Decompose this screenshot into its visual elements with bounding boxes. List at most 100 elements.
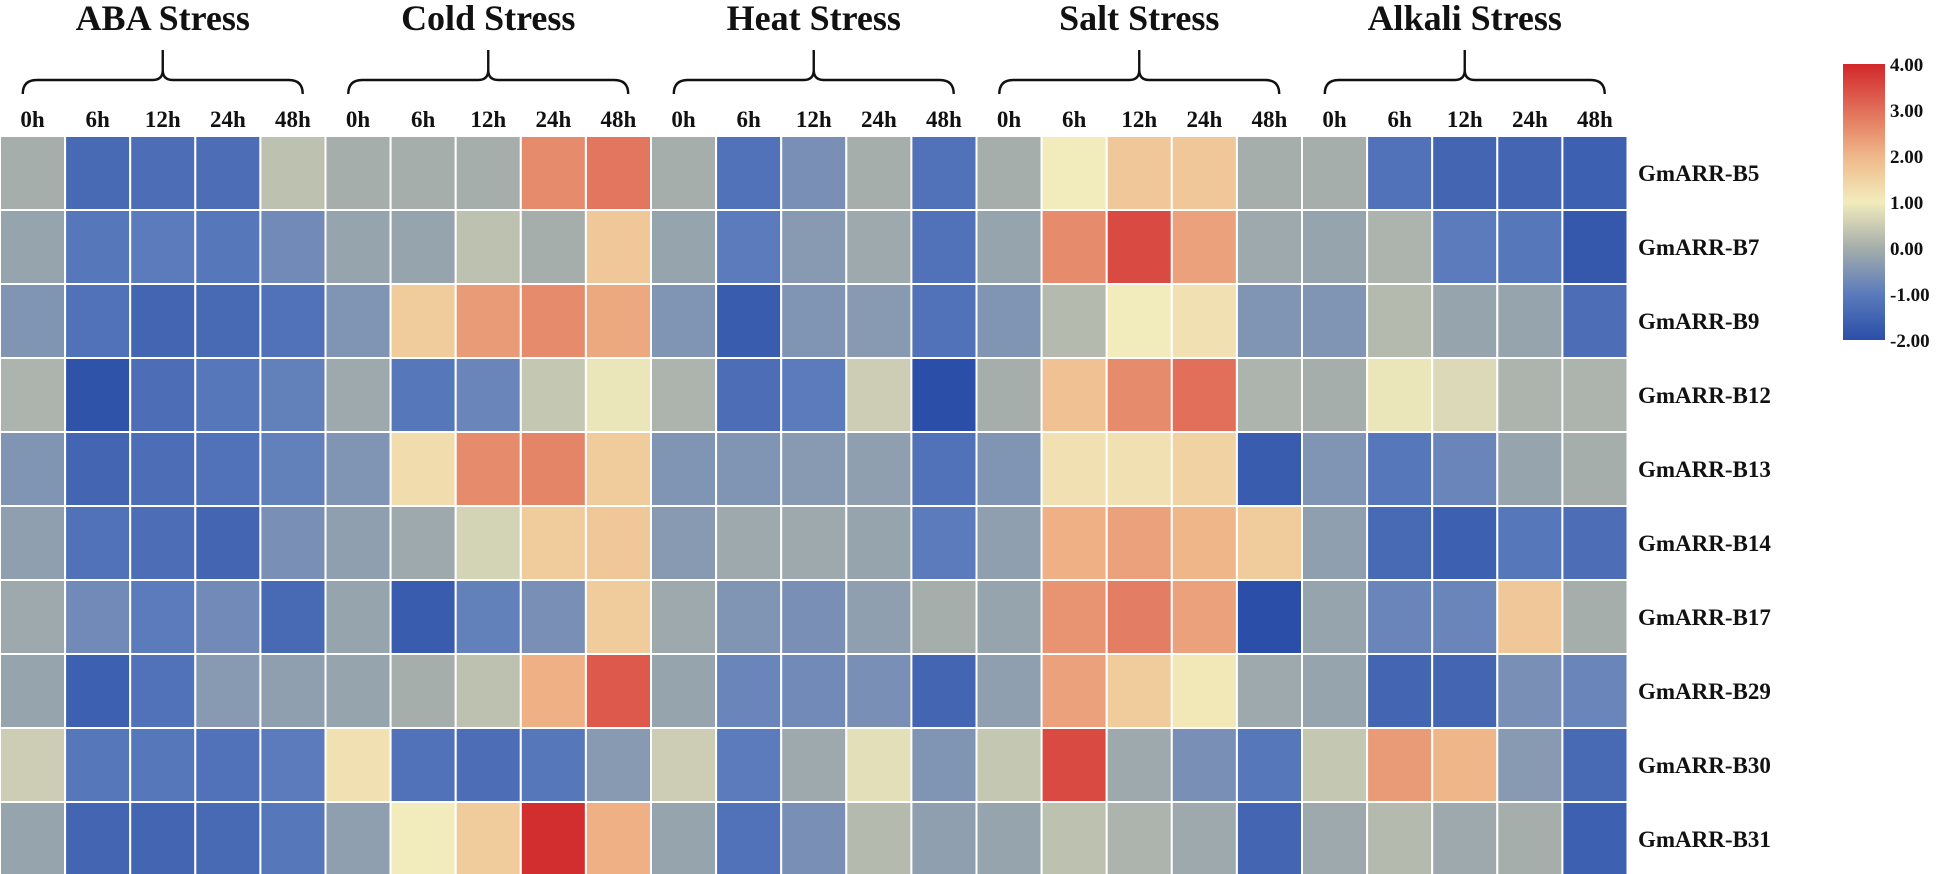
heatmap-cell xyxy=(975,431,1043,507)
group-title: Cold Stress xyxy=(401,0,575,38)
heatmap-cell xyxy=(129,653,197,729)
heatmap-cell xyxy=(194,135,262,211)
heatmap-cell xyxy=(1496,579,1564,655)
heatmap-cell xyxy=(1561,653,1629,729)
legend-ticks: 4.00 3.00 2.00 1.00 0.00 -1.00 -2.00 xyxy=(1890,55,1930,352)
heatmap-cell xyxy=(1170,727,1238,803)
heatmap-cell xyxy=(1235,431,1304,507)
heatmap-cell xyxy=(975,283,1043,359)
heatmap-cells xyxy=(0,135,1629,874)
heatmap-cell xyxy=(259,357,327,433)
heatmap-cell xyxy=(1170,357,1238,433)
heatmap-cell xyxy=(1301,283,1369,359)
group-bracket xyxy=(1323,50,1606,95)
heatmap-cell xyxy=(975,653,1043,729)
heatmap-cell xyxy=(519,505,587,581)
heatmap-cell xyxy=(129,135,197,211)
heatmap-cell xyxy=(389,431,457,507)
heatmap-cell xyxy=(845,727,913,803)
heatmap-cell xyxy=(324,135,392,211)
heatmap-cell xyxy=(1040,283,1108,359)
heatmap-cell xyxy=(0,801,67,874)
group-title: Alkali Stress xyxy=(1368,0,1562,38)
heatmap-cell xyxy=(1366,357,1434,433)
heatmap-cell xyxy=(1431,283,1499,359)
heatmap-cell xyxy=(194,653,262,729)
heatmap-cell xyxy=(194,801,262,874)
heatmap-cell xyxy=(650,653,718,729)
heatmap-cell xyxy=(715,135,783,211)
time-label: 12h xyxy=(796,107,832,132)
heatmap-cell xyxy=(1366,579,1434,655)
time-label: 48h xyxy=(1577,107,1613,132)
heatmap-cell xyxy=(650,579,718,655)
legend-tick-label: -2.00 xyxy=(1890,331,1930,352)
heatmap-cell xyxy=(1366,431,1434,507)
heatmap-cell xyxy=(975,801,1043,874)
heatmap-cell xyxy=(1301,209,1369,285)
heatmap-cell xyxy=(259,283,327,359)
heatmap-cell xyxy=(129,801,197,874)
group-brackets xyxy=(21,50,1606,95)
heatmap-cell xyxy=(389,801,457,874)
gene-label: GmARR-B17 xyxy=(1638,605,1771,630)
heatmap-cell xyxy=(1496,431,1564,507)
heatmap-cell xyxy=(1235,653,1304,729)
heatmap-cell xyxy=(1301,727,1369,803)
heatmap-cell xyxy=(975,135,1043,211)
heatmap-cell xyxy=(259,431,327,507)
heatmap-cell xyxy=(324,653,392,729)
heatmap-cell xyxy=(1431,431,1499,507)
legend-tick-label: -1.00 xyxy=(1890,285,1930,306)
heatmap-cell xyxy=(1235,357,1304,433)
heatmap-cell xyxy=(64,283,132,359)
heatmap-cell xyxy=(1431,135,1499,211)
heatmap-cell xyxy=(1170,209,1238,285)
heatmap-cell xyxy=(1431,801,1499,874)
heatmap-cell xyxy=(1301,135,1369,211)
group-titles: ABA Stress Cold Stress Heat Stress Salt Str… xyxy=(76,0,1562,38)
time-label: 0h xyxy=(671,107,696,132)
gene-labels: GmARR-B5 GmARR-B7 GmARR-B9 GmARR-B12 GmARR-B… xyxy=(1638,161,1771,852)
heatmap-cell xyxy=(1301,653,1369,729)
group-bracket xyxy=(21,50,304,95)
heatmap-cell xyxy=(584,505,653,581)
time-label: 12h xyxy=(145,107,181,132)
heatmap-cell xyxy=(650,209,718,285)
heatmap-cell xyxy=(1496,283,1564,359)
heatmap-cell xyxy=(454,283,522,359)
heatmap-cell xyxy=(454,505,522,581)
legend-tick-label: 1.00 xyxy=(1890,193,1923,214)
heatmap-cell xyxy=(519,801,587,874)
group-bracket xyxy=(998,50,1281,95)
heatmap-cell xyxy=(454,653,522,729)
time-label: 12h xyxy=(470,107,506,132)
heatmap-cell xyxy=(389,579,457,655)
heatmap-cell xyxy=(1496,653,1564,729)
heatmap-cell xyxy=(1105,209,1173,285)
heatmap-cell xyxy=(389,135,457,211)
heatmap-cell xyxy=(975,505,1043,581)
heatmap-cell xyxy=(584,801,653,874)
heatmap-cell xyxy=(259,579,327,655)
heatmap-cell xyxy=(780,135,848,211)
heatmap-cell xyxy=(1105,653,1173,729)
heatmap-cell xyxy=(1235,283,1304,359)
heatmap-cell xyxy=(584,727,653,803)
heatmap-cell xyxy=(650,431,718,507)
heatmap-cell xyxy=(64,579,132,655)
heatmap-cell xyxy=(1366,727,1434,803)
time-label: 24h xyxy=(861,107,897,132)
heatmap-cell xyxy=(1170,505,1238,581)
gene-label: GmARR-B5 xyxy=(1638,161,1759,186)
heatmap-cell xyxy=(1040,209,1108,285)
heatmap-cell xyxy=(324,727,392,803)
group-title: Heat Stress xyxy=(727,0,901,38)
heatmap-cell xyxy=(194,357,262,433)
heatmap-cell xyxy=(1496,727,1564,803)
time-label: 24h xyxy=(1186,107,1222,132)
heatmap-cell xyxy=(1040,801,1108,874)
heatmap-cell xyxy=(780,357,848,433)
heatmap-cell xyxy=(1561,135,1629,211)
heatmap-cell xyxy=(0,209,67,285)
